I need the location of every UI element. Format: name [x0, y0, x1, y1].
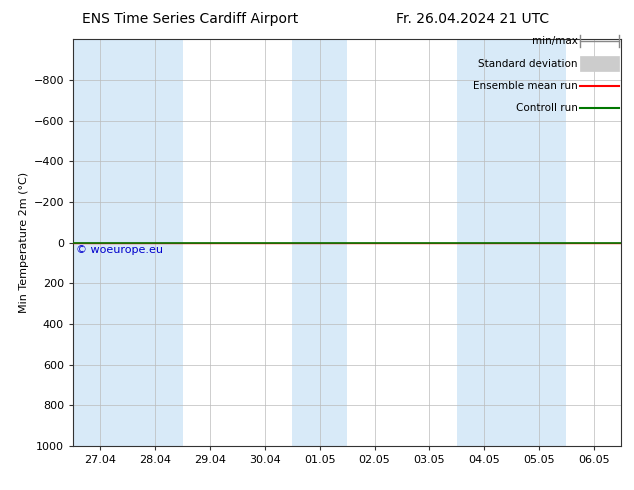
Y-axis label: Min Temperature 2m (°C): Min Temperature 2m (°C)	[19, 172, 29, 313]
Bar	[73, 39, 128, 446]
Text: Controll run: Controll run	[515, 103, 578, 113]
Bar	[580, 56, 619, 71]
Text: ENS Time Series Cardiff Airport: ENS Time Series Cardiff Airport	[82, 12, 299, 26]
Text: Standard deviation: Standard deviation	[478, 59, 578, 69]
Text: © woeurope.eu: © woeurope.eu	[75, 245, 163, 255]
Text: Ensemble mean run: Ensemble mean run	[473, 81, 578, 91]
Bar	[456, 39, 512, 446]
Bar	[128, 39, 183, 446]
Text: Fr. 26.04.2024 21 UTC: Fr. 26.04.2024 21 UTC	[396, 12, 549, 26]
Text: min/max: min/max	[531, 36, 578, 46]
Bar	[292, 39, 347, 446]
Bar	[512, 39, 567, 446]
